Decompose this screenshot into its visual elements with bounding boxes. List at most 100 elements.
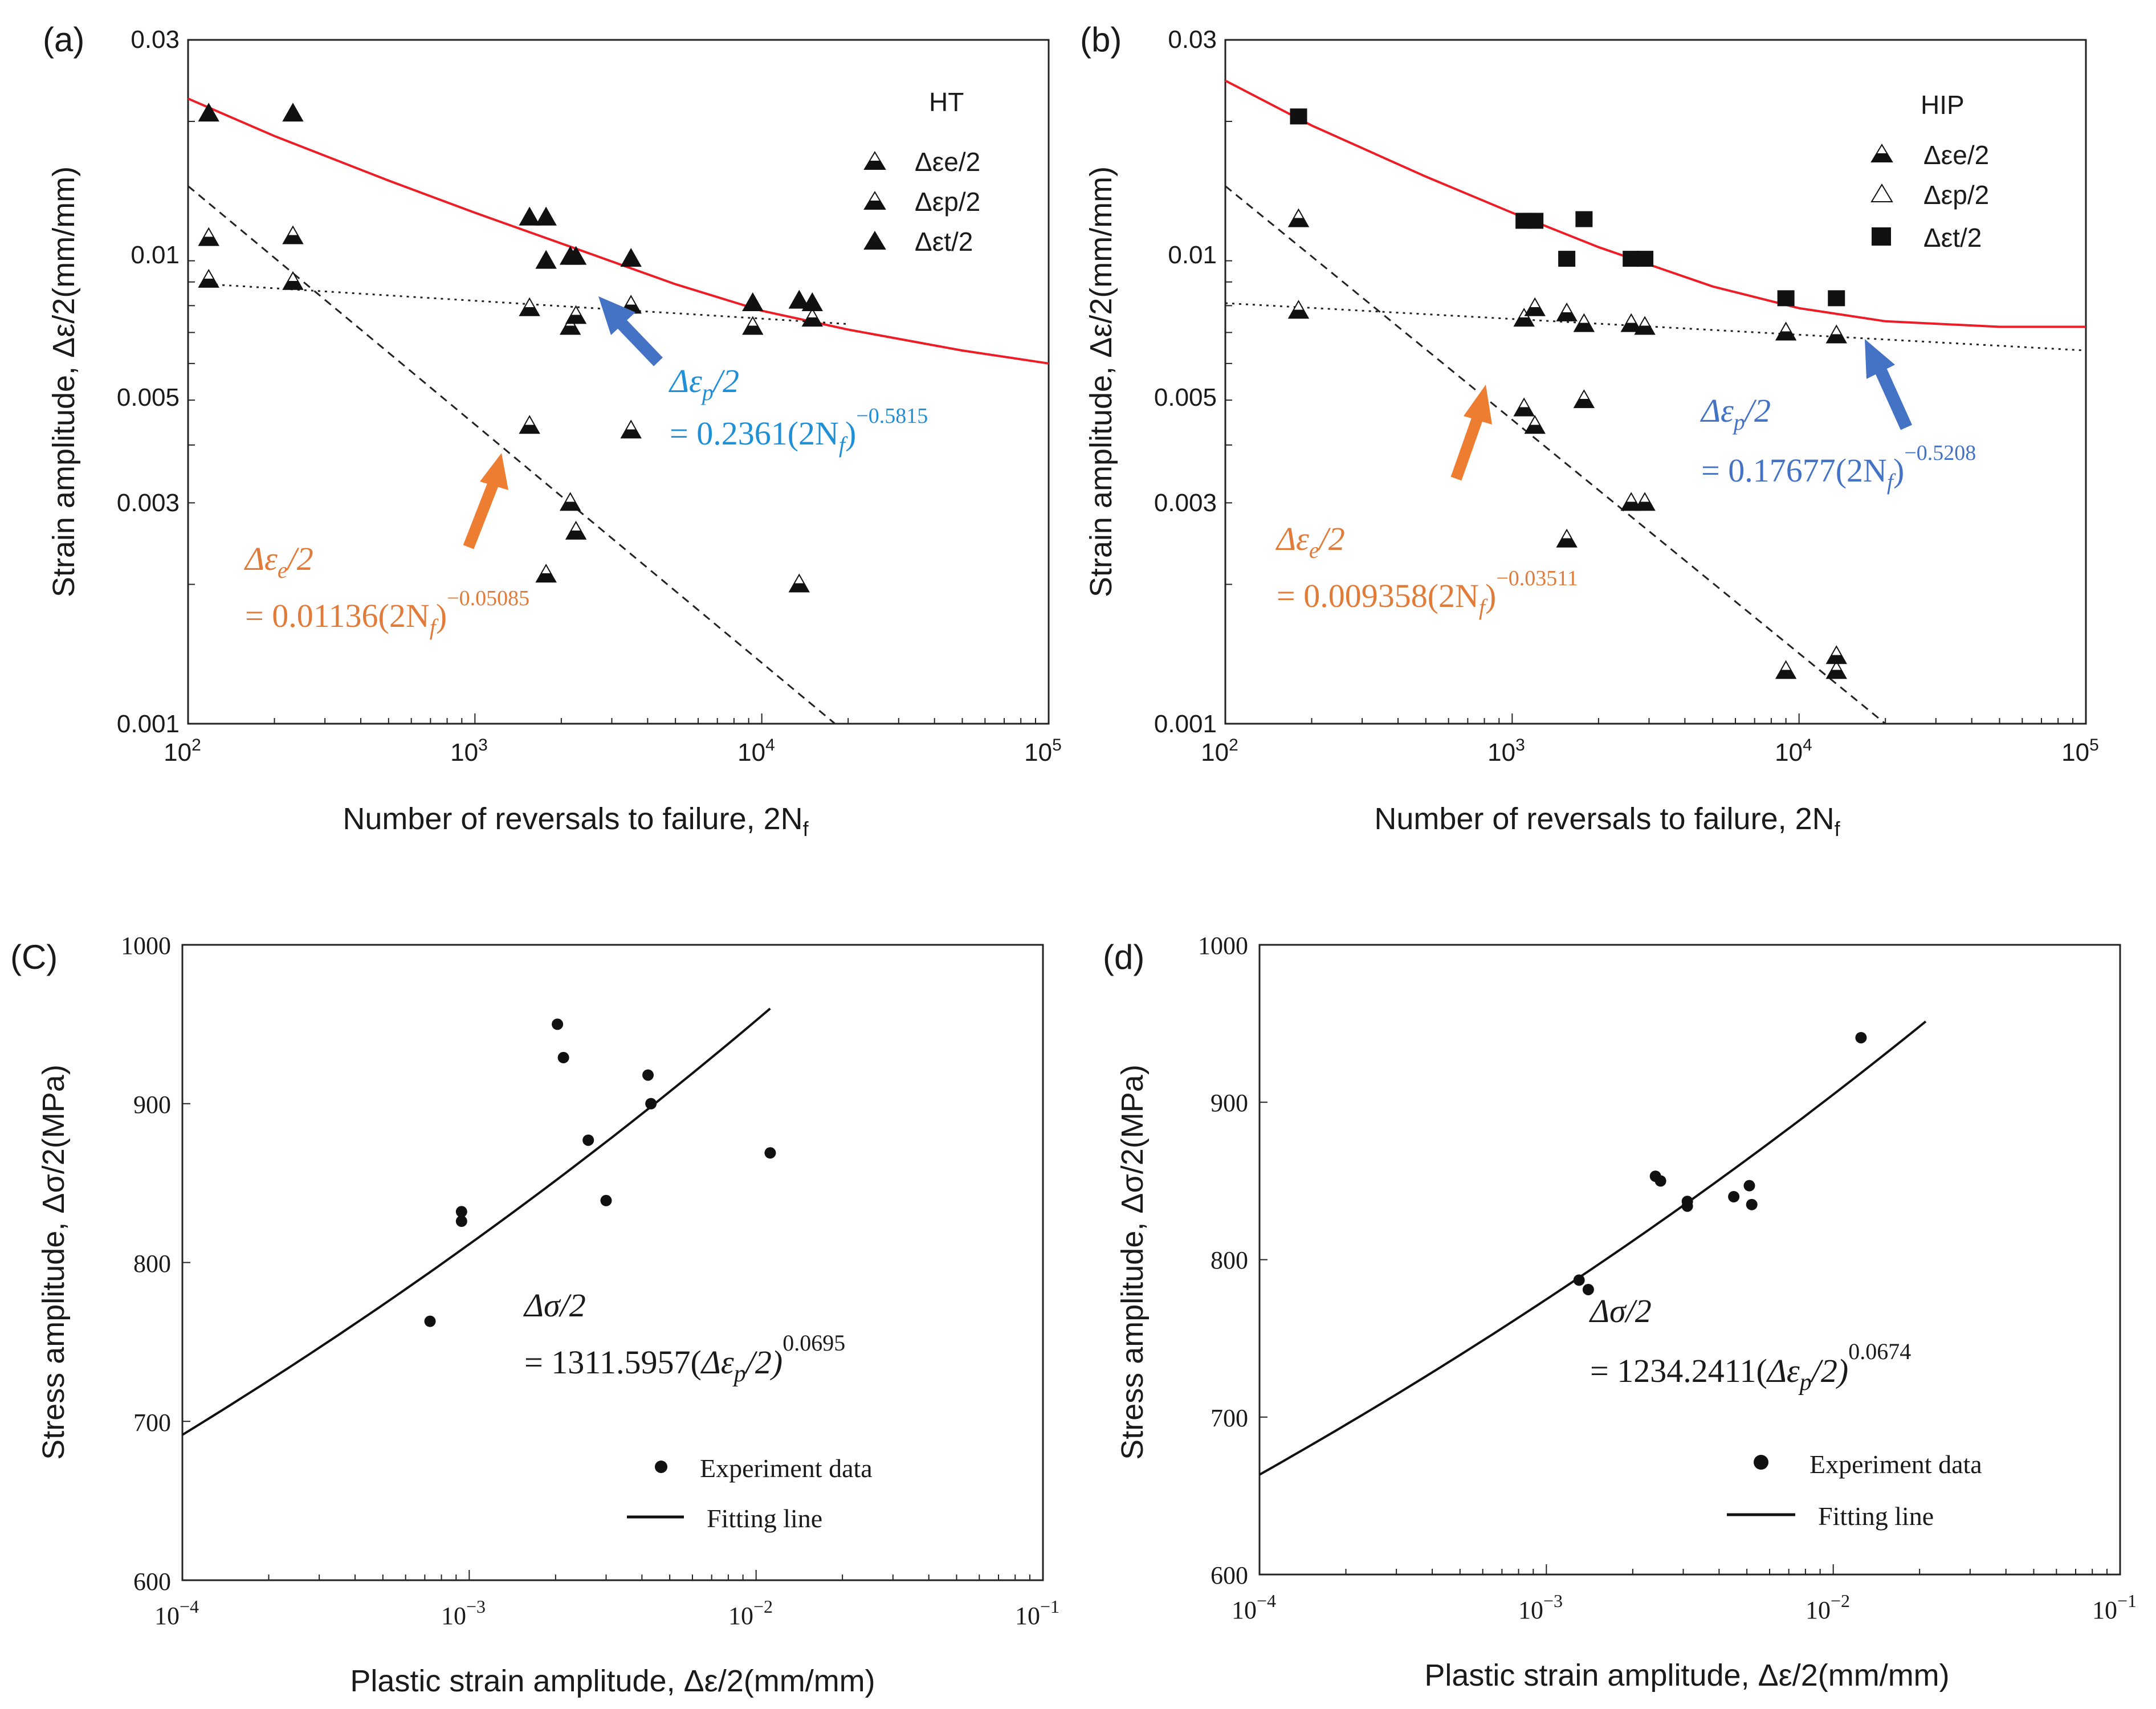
panel-b-ytick-0.03: 0.03 (1168, 26, 1217, 54)
c-experiment-point (455, 1206, 467, 1218)
panel-c-eq-lhs: Δσ/2 (523, 1287, 586, 1324)
panel-b-legend-label-total: Δεt/2 (1923, 223, 1982, 252)
panel-d-data-points (1573, 1031, 1867, 1295)
panel-c-legend: Experiment data Fitting line (627, 1454, 873, 1533)
d-experiment-point (1681, 1196, 1693, 1208)
a-point-plastic (620, 419, 642, 439)
d-experiment-point (1746, 1198, 1758, 1210)
panel-c-xtick-1e-2: 10−2 (728, 1596, 773, 1630)
panel-b-eq-plastic-rhs: = 0.17677(2Nf)−0.5208 (1701, 441, 1976, 495)
panel-d-eq-rhs: = 1234.2411(Δεp/2)0.0674 (1590, 1339, 1911, 1396)
panel-a-legend-title: HT (929, 87, 964, 117)
a-point-plastic (198, 227, 219, 246)
b-point-elastic (1634, 316, 1656, 335)
panel-a-ytick-0.005: 0.005 (117, 384, 180, 411)
d-fitting-line (1259, 1020, 1927, 1476)
b-point-total (1290, 108, 1307, 125)
d-experiment-point (1728, 1191, 1740, 1202)
panel-b-blue-arrow (1865, 339, 1913, 430)
a-point-elastic (742, 316, 764, 335)
panel-d-legend-marker-data (1754, 1455, 1768, 1470)
b-point-elastic (1620, 313, 1642, 332)
a-point-total (620, 248, 642, 267)
panel-d-minor-ticks (1259, 944, 2108, 1575)
panel-a-legend-label-total: Δεt/2 (915, 227, 973, 256)
panel-c-ytick-800: 800 (133, 1250, 171, 1278)
panel-c-data-points (424, 1018, 776, 1327)
a-point-elastic (198, 268, 219, 288)
panel-d-eq-lhs: Δσ/2 (1589, 1292, 1652, 1329)
panel-b-eq-plastic-lhs: Δεp/2 (1700, 392, 1771, 435)
a-point-elastic (559, 316, 581, 335)
b-point-total (1777, 290, 1795, 307)
panel-b-equation-plastic: Δεp/2 = 0.17677(2Nf)−0.5208 (1700, 392, 1976, 495)
a-fit-elastic (209, 283, 849, 325)
panel-c-xtick-1e-3: 10−3 (441, 1596, 486, 1630)
a-point-total (519, 206, 540, 226)
a-point-total (535, 206, 557, 226)
panel-a-x-axis-label: Number of reversals to failure, 2Nf (343, 802, 809, 841)
a-point-elastic (801, 308, 824, 327)
panel-a-eq-elastic-rhs: = 0.01136(2Nf)−0.05085 (245, 586, 529, 640)
panel-c-y-axis-label: Stress amplitude, Δσ/2(MPa) (36, 1064, 71, 1460)
b-point-plastic (1513, 397, 1535, 417)
panel-d-y-axis-label: Stress amplitude, Δσ/2(MPa) (1115, 1064, 1150, 1460)
panel-c-x-axis-label: Plastic strain amplitude, Δε/2(mm/mm) (350, 1664, 875, 1698)
panel-b-x-axis-label: Number of reversals to failure, 2Nf (1374, 802, 1840, 841)
panel-a-equation-elastic: Δεe/2 = 0.01136(2Nf)−0.05085 (244, 540, 529, 640)
b-point-plastic (1825, 660, 1847, 679)
panel-d-legend-label-fit: Fitting line (1818, 1502, 1934, 1531)
b-point-plastic (1634, 492, 1656, 511)
panel-c-fit-lines (181, 1008, 771, 1436)
panel-b-ytick-0.005: 0.005 (1154, 384, 1217, 411)
c-experiment-point (455, 1216, 467, 1227)
panel-a-legend-marker-elastic (863, 151, 886, 170)
c-experiment-point (764, 1147, 776, 1159)
panel-c-minor-ticks (182, 944, 1030, 1581)
panel-a-plot-frame (187, 39, 1050, 725)
c-experiment-point (645, 1098, 657, 1110)
panel-a-blue-arrow (598, 296, 663, 366)
a-fit-plastic (188, 185, 836, 725)
panel-d-xtick-1e-1: 10−1 (2092, 1590, 2137, 1624)
panel-b-minor-ticks (1225, 39, 2073, 724)
a-point-elastic (519, 297, 540, 316)
panel-a-ytick-0.03: 0.03 (131, 26, 180, 54)
panel-a-xtick-100000: 105 (1024, 736, 1062, 766)
panel-b-xtick-1000: 103 (1487, 736, 1525, 766)
panel-b-eq-elastic-lhs: Δεe/2 (1275, 520, 1345, 563)
panel-a-xtick-10000: 104 (737, 736, 775, 766)
panel-a: (a) 0.03 0.01 0.005 0.003 0.001 102 103 … (43, 21, 1062, 841)
b-point-total (1636, 251, 1654, 267)
panel-b-orange-arrow (1450, 385, 1492, 481)
a-point-total (742, 292, 764, 311)
panel-d-ytick-600: 600 (1211, 1561, 1248, 1589)
panel-c-xtick-1e-4: 10−4 (154, 1596, 199, 1630)
a-point-plastic (788, 573, 810, 593)
b-fit-plastic (1225, 185, 1886, 725)
a-point-total (535, 250, 557, 269)
panel-b-fit-lines (1225, 79, 2086, 725)
b-fit-elastic (1225, 302, 2086, 352)
d-experiment-point (1654, 1175, 1666, 1187)
panel-b-legend: Δεe/2 Δεp/2 Δεt/2 (1870, 140, 1989, 252)
panel-d-ytick-700: 700 (1211, 1404, 1248, 1432)
c-experiment-point (552, 1018, 564, 1030)
panel-b-xtick-100000: 105 (2061, 736, 2099, 766)
b-point-total (1828, 290, 1845, 307)
panel-a-ytick-0.01: 0.01 (131, 241, 180, 269)
panel-b-legend-title: HIP (1921, 90, 1965, 120)
d-experiment-point (1573, 1274, 1585, 1286)
a-point-total (788, 289, 810, 309)
panel-a-minor-ticks (188, 39, 1036, 724)
a-point-total (801, 292, 824, 311)
panel-a-fit-lines (188, 97, 1049, 725)
panel-a-ytick-0.001: 0.001 (117, 710, 180, 738)
a-point-total (565, 246, 587, 265)
b-point-plastic (1556, 528, 1578, 548)
b-point-elastic (1287, 300, 1310, 319)
panel-a-orange-arrow (463, 453, 508, 549)
panel-d: (d) 1000 900 800 700 600 10−4 10−3 10−2 … (1103, 932, 2137, 1692)
b-point-plastic (1287, 208, 1310, 227)
